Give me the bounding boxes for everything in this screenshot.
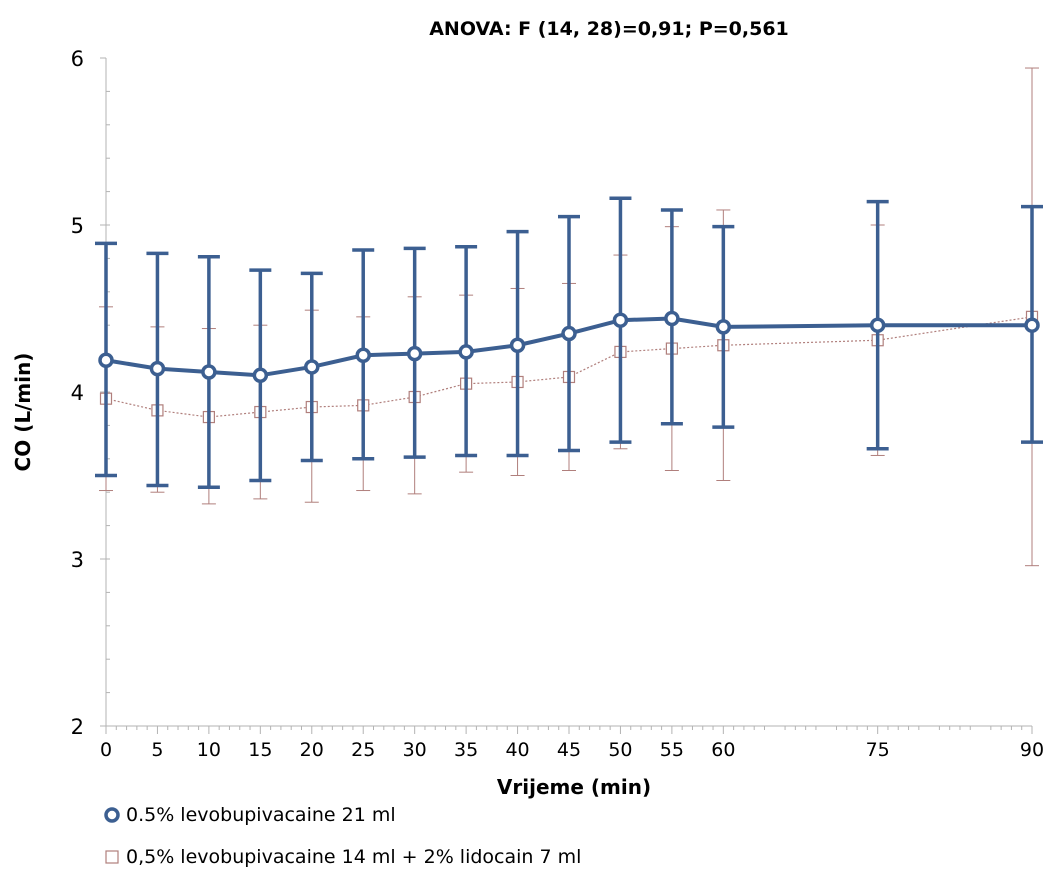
y-tick-label: 4 [71,381,84,405]
y-tick-label: 3 [71,548,84,572]
series-levobupivacaine-21ml [95,196,1043,489]
y-axis-label: CO (L/min) [11,353,35,472]
x-tick-label: 45 [557,739,581,761]
data-point [664,310,680,327]
x-tick-label: 60 [711,739,735,761]
legend-label: 0.5% levobupivacaine 21 ml [126,804,396,826]
legend-label: 0,5% levobupivacaine 14 ml + 2% lidocain… [126,846,582,868]
circle-marker-icon [100,806,124,824]
x-tick-label: 20 [300,739,324,761]
data-point [149,360,166,377]
data-point [561,325,577,342]
legend-item: 0.5% levobupivacaine 21 ml [100,800,581,830]
chart-title: ANOVA: F (14, 28)=0,91; P=0,561 [429,18,789,40]
x-tick-label: 55 [660,739,684,761]
square-marker-icon [100,848,124,866]
data-point [458,344,474,360]
data-point [304,359,320,375]
chart-legend: 0.5% levobupivacaine 21 ml 0,5% levobupiv… [100,800,581,884]
x-tick-label: 5 [151,739,163,761]
x-tick-label: 30 [403,739,427,761]
data-point [252,367,269,384]
legend-item: 0,5% levobupivacaine 14 ml + 2% lidocain… [100,842,581,872]
data-point [201,364,217,380]
x-tick-label: 50 [608,739,632,761]
x-tick-label: 10 [197,739,221,761]
x-tick-label: 0 [100,739,112,761]
x-tick-label: 75 [866,739,890,761]
data-point [355,347,371,364]
data-point [612,312,629,328]
y-tick-label: 6 [71,47,84,71]
x-axis-label: Vrijeme (min) [497,775,651,799]
x-tick-label: 40 [505,739,529,761]
x-tick-label: 35 [454,739,478,761]
data-point [715,319,732,335]
data-point [1024,317,1040,333]
data-point [406,345,423,362]
x-tick-label: 25 [351,739,375,761]
x-tick-label: 15 [248,739,272,761]
y-tick-label: 2 [71,715,84,739]
data-point [509,337,526,353]
data-point [869,317,886,333]
x-tick-label: 90 [1020,739,1044,761]
y-tick-label: 5 [71,214,84,238]
data-point [98,352,114,369]
